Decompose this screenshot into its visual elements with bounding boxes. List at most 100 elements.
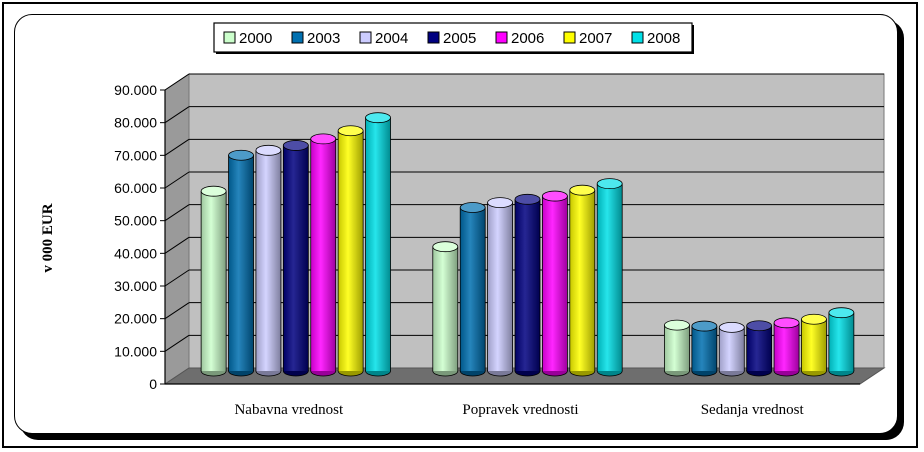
bar-top (596, 178, 623, 190)
bar-top (337, 125, 364, 137)
bar (664, 319, 690, 377)
gridline-side (164, 171, 190, 189)
bar (337, 125, 364, 377)
gridline-side (164, 269, 190, 287)
legend-label: 2007 (579, 30, 612, 47)
category-label: Nabavna vrednost (234, 402, 344, 418)
y-tick-label: 90.000 (114, 82, 157, 98)
bar (310, 133, 337, 377)
bar-body (828, 312, 854, 371)
gridline-side (164, 138, 190, 156)
bar-top (569, 184, 596, 196)
legend-swatch (495, 31, 508, 44)
legend-swatch (359, 31, 372, 44)
bar (596, 178, 623, 377)
legend-item: 2004 (359, 30, 408, 47)
bar-body (487, 202, 513, 371)
bar-body (542, 196, 568, 371)
bar-body (774, 322, 800, 371)
y-tick-label: 60.000 (114, 180, 157, 196)
bar-body (597, 183, 623, 371)
bar-top (828, 307, 855, 319)
bar-top (310, 133, 337, 145)
gridline-side (164, 204, 190, 222)
bar-body (432, 246, 458, 371)
legend-swatch (427, 31, 440, 44)
legend-label: 2000 (239, 30, 272, 47)
bar (801, 313, 827, 377)
bar-top (365, 112, 391, 124)
legend-item: 2005 (427, 30, 476, 47)
gridline-side (164, 302, 190, 320)
bar-top (200, 185, 227, 197)
legend-swatch (223, 31, 236, 44)
y-axis: 0 10.000 20.000 30.000 40.000 50.000 60.000 70.… (114, 82, 860, 392)
bar-body (255, 150, 281, 371)
bar-body (801, 319, 827, 371)
y-tick-label: 70.000 (114, 147, 157, 163)
bar-top (664, 319, 690, 331)
legend-label: 2006 (511, 30, 544, 47)
y-axis-label: v 000 EUR (40, 203, 56, 272)
bar (365, 112, 391, 377)
legend-item: 2007 (563, 30, 612, 47)
legend: 2000 2003 2004 2005 2006 2007 2008 (213, 22, 694, 54)
bar (432, 241, 459, 377)
category-label: Sedanja vrednost (701, 402, 805, 418)
bar-top (691, 320, 718, 332)
y-tick-label: 30.000 (114, 278, 157, 294)
legend-label: 2005 (443, 30, 476, 47)
bar-top (432, 241, 459, 253)
legend-swatch (631, 31, 644, 44)
bar-body (338, 130, 364, 371)
bar-body (365, 117, 391, 372)
legend-box (213, 22, 693, 53)
bar-top (255, 144, 282, 156)
bar-body (201, 191, 227, 371)
bar-body (569, 190, 595, 371)
category-label: Popravek vrednosti (462, 402, 578, 418)
bar (514, 193, 541, 377)
bar (459, 202, 486, 377)
bar-top (282, 140, 309, 151)
bar (828, 307, 855, 377)
gridline-side (164, 236, 190, 254)
legend-label: 2004 (375, 30, 408, 47)
bar (228, 149, 254, 377)
bar (282, 140, 309, 377)
bar-body (228, 155, 254, 371)
legend-item: 2008 (631, 30, 680, 47)
legend-swatch (291, 31, 304, 44)
bar-body (283, 145, 309, 371)
bar (200, 185, 227, 377)
bar (773, 317, 800, 377)
bar (487, 197, 514, 377)
bar (255, 144, 282, 377)
y-tick-label: 10.000 (114, 343, 157, 359)
bar-body (310, 138, 336, 371)
y-tick-label: 40.000 (114, 245, 157, 261)
bar-top (542, 190, 568, 202)
y-tick-label: 80.000 (114, 115, 157, 131)
gridline-side (164, 106, 190, 124)
gridline-side (164, 334, 190, 352)
y-tick-label: 50.000 (114, 213, 157, 229)
bar (569, 184, 596, 377)
bar (691, 320, 718, 377)
y-tick-label: 0 (149, 376, 157, 392)
y-tick-label: 20.000 (114, 311, 157, 327)
bar-body (460, 207, 486, 371)
bar-top (459, 202, 486, 213)
legend-label: 2008 (647, 30, 680, 47)
bar-top (228, 149, 254, 161)
bar-body (515, 199, 540, 371)
bars (200, 112, 855, 377)
bar-body (719, 327, 745, 371)
bar-top (487, 197, 514, 209)
bar (746, 320, 773, 377)
bar (718, 321, 745, 377)
legend-item: 2003 (291, 30, 340, 47)
bar-top (718, 321, 745, 333)
legend-item: 2000 (223, 30, 272, 47)
